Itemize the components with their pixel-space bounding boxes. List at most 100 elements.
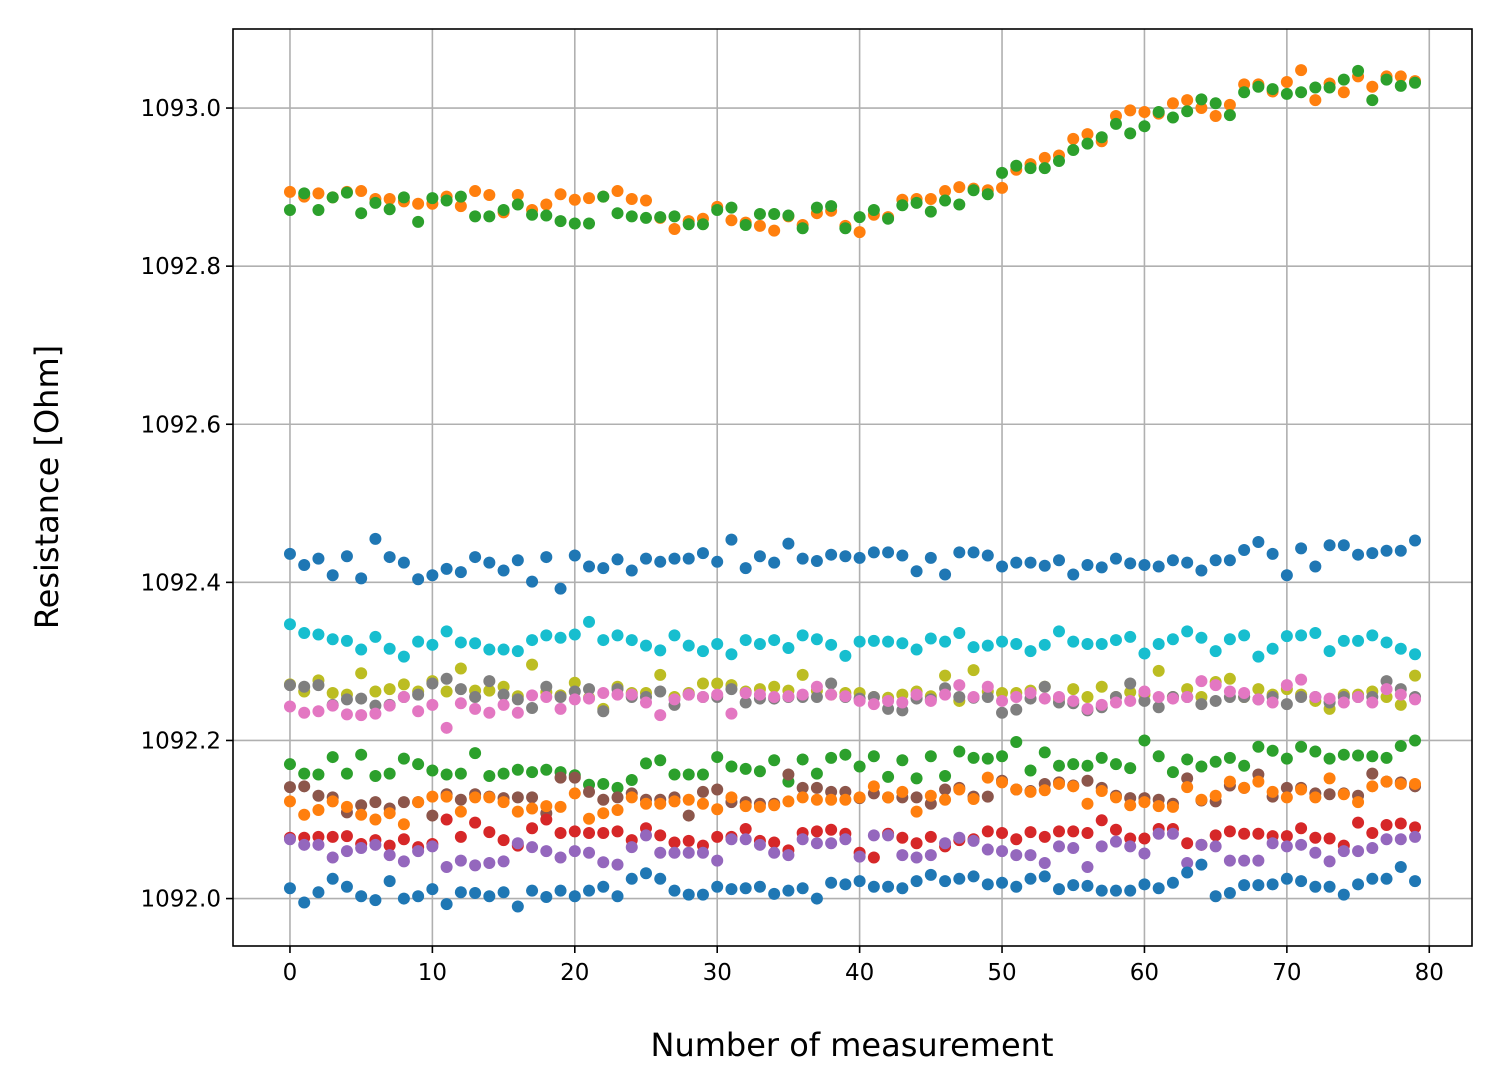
data-point	[924, 192, 937, 205]
data-point	[1010, 736, 1023, 749]
y-tick-label: 1092.2	[141, 728, 221, 754]
data-point	[967, 184, 980, 197]
data-point	[1352, 634, 1365, 647]
data-point	[839, 878, 852, 891]
data-point	[1238, 781, 1251, 794]
data-point	[796, 882, 809, 895]
data-point	[654, 872, 667, 885]
data-point	[440, 562, 453, 575]
data-point	[1081, 860, 1094, 873]
data-point	[469, 791, 482, 804]
data-point	[625, 791, 638, 804]
data-point	[1309, 745, 1322, 758]
data-point	[526, 689, 539, 702]
data-point	[1337, 845, 1350, 858]
data-point	[568, 217, 581, 230]
data-point	[640, 867, 652, 880]
data-point	[1038, 680, 1051, 693]
data-point	[483, 770, 496, 783]
data-point	[1309, 846, 1322, 859]
data-point	[298, 626, 311, 639]
data-point	[1223, 825, 1236, 838]
data-point	[1280, 630, 1293, 643]
data-point	[1337, 788, 1350, 801]
data-point	[497, 796, 510, 809]
data-point	[682, 809, 695, 822]
data-point	[768, 207, 781, 220]
data-point	[853, 791, 866, 804]
data-point	[696, 797, 709, 810]
data-point	[454, 683, 467, 696]
data-point	[696, 645, 709, 658]
data-point	[625, 872, 638, 885]
data-point	[1323, 832, 1336, 845]
data-point	[454, 697, 467, 710]
data-point	[1152, 750, 1165, 763]
data-point	[355, 572, 368, 585]
data-point	[312, 768, 325, 781]
data-point	[426, 883, 439, 896]
data-point	[511, 693, 524, 706]
data-point	[283, 204, 296, 217]
data-point	[1280, 698, 1293, 711]
data-point	[682, 218, 695, 231]
data-point	[540, 813, 553, 826]
y-tick-label: 1092.8	[141, 254, 221, 280]
data-point	[483, 791, 496, 804]
data-point	[597, 687, 610, 700]
data-point	[896, 849, 909, 862]
data-point	[682, 688, 695, 701]
data-point	[1166, 876, 1179, 889]
data-point	[583, 826, 596, 839]
data-point	[640, 194, 652, 207]
data-point	[1109, 823, 1122, 836]
data-point	[526, 841, 539, 854]
data-point	[1323, 81, 1336, 94]
data-point	[625, 564, 638, 577]
data-point	[1109, 758, 1122, 771]
data-point	[625, 634, 638, 647]
data-point	[753, 880, 766, 893]
data-point	[497, 886, 510, 899]
data-point	[340, 550, 353, 563]
data-point	[1252, 693, 1265, 706]
data-point	[1081, 638, 1094, 651]
data-point	[1266, 696, 1279, 709]
data-point	[369, 630, 382, 643]
data-point	[469, 210, 482, 223]
y-tick-label: 1093.0	[141, 96, 221, 122]
data-point	[283, 758, 296, 771]
data-point	[483, 706, 496, 719]
data-point	[953, 198, 966, 211]
data-point	[867, 880, 880, 893]
data-point	[924, 868, 937, 881]
data-point	[1081, 759, 1094, 772]
data-point	[1081, 558, 1094, 571]
data-point	[853, 226, 866, 239]
data-point	[283, 833, 296, 846]
series-0	[283, 64, 1422, 239]
data-point	[454, 200, 467, 213]
data-point	[554, 702, 567, 715]
data-point	[1295, 690, 1308, 703]
data-point	[882, 694, 895, 707]
data-point	[1038, 856, 1051, 869]
data-point	[768, 690, 781, 703]
data-point	[768, 836, 781, 849]
data-point	[440, 625, 453, 638]
data-point	[1095, 698, 1108, 711]
data-point	[768, 224, 781, 237]
data-point	[283, 781, 296, 794]
data-point	[483, 556, 496, 569]
data-point	[1124, 127, 1137, 140]
data-point	[682, 552, 695, 565]
data-point	[696, 547, 709, 560]
data-point	[1067, 694, 1080, 707]
data-point	[426, 809, 439, 822]
data-point	[511, 805, 524, 818]
data-point	[1038, 830, 1051, 843]
data-point	[355, 890, 368, 903]
data-point	[355, 748, 368, 761]
data-point	[739, 634, 752, 647]
data-point	[981, 771, 994, 784]
